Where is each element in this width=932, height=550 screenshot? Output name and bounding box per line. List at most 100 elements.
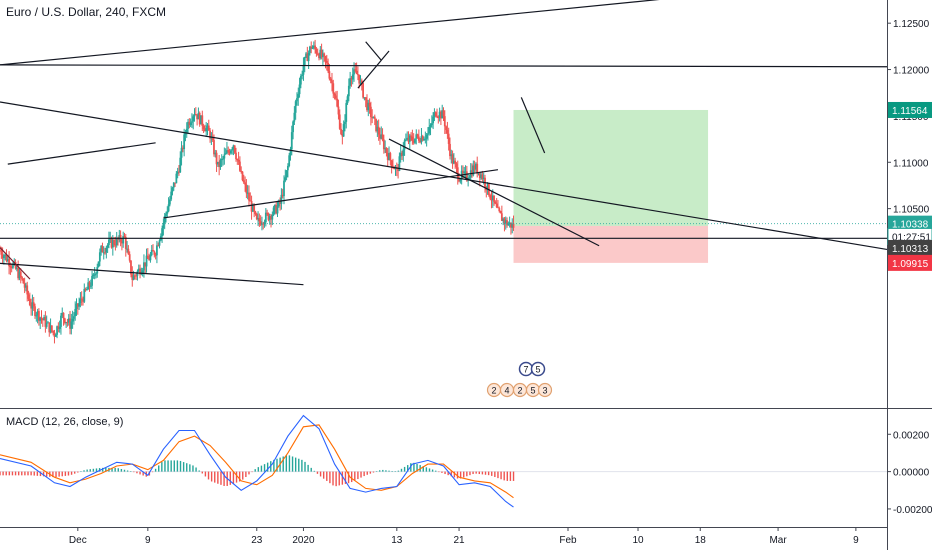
candle-body [338, 114, 341, 129]
symbol-title[interactable]: Euro / U.S. Dollar, 240, FXCM [6, 5, 167, 19]
candle-body [220, 158, 223, 161]
macd-histogram-bar [410, 463, 412, 472]
candle-body [48, 322, 51, 333]
macd-histogram-bar [294, 457, 297, 472]
candle-body [266, 212, 269, 214]
candle-body [420, 136, 423, 143]
macd-histogram-bar [2, 471, 4, 476]
candle-body [104, 252, 106, 254]
left-channel-top [7, 142, 156, 165]
candle-body [408, 135, 411, 142]
macd-histogram-bar [382, 469, 384, 472]
macd-histogram-bar [126, 470, 129, 472]
macd-histogram-bar [133, 471, 135, 473]
candle-body [93, 274, 96, 276]
candle-body [275, 204, 278, 214]
candle-body [241, 171, 244, 181]
candle-body [222, 158, 224, 160]
candle-body [465, 171, 468, 180]
candle-body [91, 275, 93, 286]
time-tick-label: 2020 [292, 535, 315, 546]
candle-body [309, 46, 311, 53]
candle-body [464, 171, 467, 173]
candle-body [452, 160, 455, 164]
candle-body [415, 134, 418, 139]
peak-triangle-a [357, 50, 390, 89]
candle-body [34, 306, 36, 316]
candle-body [100, 245, 103, 253]
candle-body [325, 60, 328, 63]
take-profit-label[interactable]: 1.11564 [888, 101, 932, 118]
macd-histogram-bar [444, 471, 446, 475]
candle-body [65, 322, 68, 324]
candle-body [303, 57, 306, 66]
candle-body [327, 62, 329, 72]
candle-body [203, 129, 206, 132]
macd-histogram-bar [254, 469, 256, 472]
candle-body [250, 200, 253, 212]
candle-body [158, 240, 161, 246]
candle-body [468, 177, 471, 179]
last-price-label[interactable]: 1.10313 [888, 239, 932, 256]
macd-histogram-bar [366, 471, 368, 475]
macd-histogram-bar [481, 471, 484, 475]
candle-body [419, 140, 422, 143]
time-tick-label: 10 [632, 535, 644, 546]
horizontal-resistance-line [0, 64, 887, 68]
macd-histogram-bar [326, 471, 328, 481]
candle-body [110, 238, 113, 248]
candle-body [44, 317, 47, 327]
candle-body [438, 111, 441, 118]
candle-body [414, 138, 416, 143]
candle-body [358, 74, 361, 84]
candle-body [109, 238, 112, 240]
candle-body [231, 149, 234, 151]
candle-body [299, 75, 302, 85]
macd-indicator-title[interactable]: MACD (12, 26, close, 9) [6, 416, 124, 428]
macd-histogram-bar [391, 471, 393, 472]
macd-histogram-bar [407, 465, 409, 472]
candle-body [98, 252, 101, 262]
macd-histogram-bar [8, 471, 11, 476]
candle-body [74, 308, 77, 317]
candle-body [95, 273, 97, 275]
candle-body [495, 203, 498, 208]
macd-histogram-bar [139, 471, 141, 475]
candle-body [298, 84, 301, 95]
candle-body [402, 149, 405, 156]
candle-body [133, 275, 136, 277]
candle-body [319, 49, 322, 59]
stop-loss-label[interactable]: 1.09915 [888, 254, 932, 271]
candle-body [345, 103, 348, 122]
price-label-box [888, 239, 932, 256]
candle-body [156, 245, 158, 256]
candle-body [346, 96, 349, 104]
candle-body [284, 177, 287, 181]
macd-histogram-bar [475, 471, 477, 474]
candle-body [366, 99, 368, 111]
current-price-label[interactable]: 1.10338 [888, 215, 932, 232]
candle-body [393, 167, 396, 170]
candle-body [207, 125, 210, 131]
candle-body [384, 147, 387, 150]
candle-body [279, 200, 282, 204]
candle-body [268, 215, 271, 220]
macd-histogram-bar [263, 464, 266, 472]
candle-body [4, 254, 7, 256]
macd-histogram-bar [372, 471, 375, 473]
macd-histogram-bar [494, 471, 496, 478]
candle-body [354, 69, 357, 71]
candle-body [32, 302, 35, 307]
candle-body [235, 152, 237, 160]
candle-body [73, 316, 75, 319]
candle-body [19, 271, 22, 278]
candle-body [166, 211, 169, 214]
time-tick-label: 13 [391, 535, 403, 546]
candle-body [8, 258, 10, 267]
macd-histogram-bar [52, 471, 54, 478]
macd-histogram-bar [469, 471, 471, 476]
macd-histogram-bar [484, 471, 487, 475]
candle-body [368, 102, 371, 107]
candle-body [97, 261, 100, 268]
